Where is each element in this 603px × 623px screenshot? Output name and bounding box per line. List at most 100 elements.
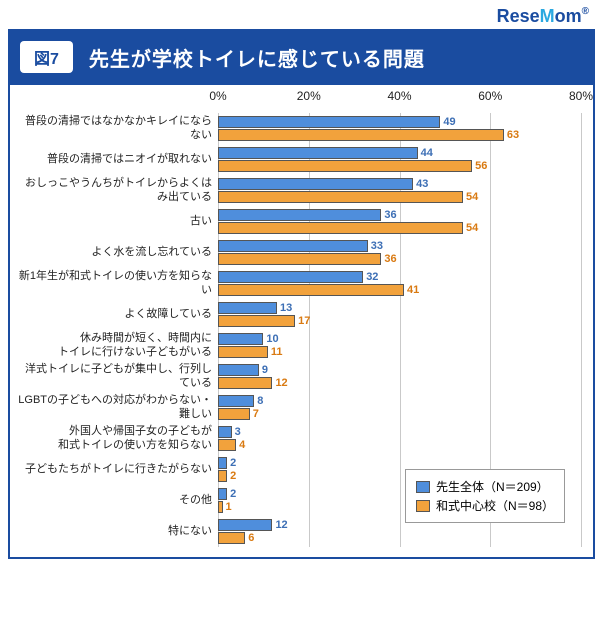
chart-row: 休み時間が短く、時間内にトイレに行けない子どもがいる1011: [18, 330, 581, 361]
row-label: 古い: [18, 215, 218, 229]
row-bars: 13 17: [218, 300, 581, 329]
bar-value: 63: [507, 129, 519, 141]
bar-value: 56: [475, 160, 487, 172]
bar-value: 2: [230, 457, 236, 469]
bar-value: 13: [280, 302, 292, 314]
bar-a: 8: [218, 395, 254, 407]
bar-a: 9: [218, 364, 259, 376]
x-tick: 40%: [387, 89, 411, 103]
bar-value: 8: [257, 395, 263, 407]
row-bars: 1011: [218, 331, 581, 360]
brand-logo: ReseMom®: [0, 0, 603, 29]
row-label: 外国人や帰国子女の子どもが和式トイレの使い方を知らない: [18, 425, 218, 453]
chart-row: よく水を流し忘れている3336: [18, 237, 581, 268]
bar-value: 12: [275, 519, 287, 531]
row-label: 洋式トイレに子どもが集中し、行列している: [18, 363, 218, 391]
figure-badge: 図7: [20, 41, 73, 73]
chart-row: 普段の清掃ではニオイが取れない4456: [18, 144, 581, 175]
row-label: LGBTの子どもへの対応がわからない・難しい: [18, 394, 218, 422]
bar-value: 49: [443, 116, 455, 128]
chart-row: 普段の清掃ではなかなかキレイにならない4963: [18, 113, 581, 144]
bar-value: 1: [226, 501, 232, 513]
bar-value: 54: [466, 222, 478, 234]
legend-item-b: 和式中心校（N＝98）: [416, 497, 554, 514]
bar-b: 41: [218, 284, 404, 296]
bar-b: 54: [218, 222, 463, 234]
bar-b: 54: [218, 191, 463, 203]
chart-title: 先生が学校トイレに感じている問題: [89, 43, 425, 72]
bar-a: 13: [218, 302, 277, 314]
bar-a: 44: [218, 147, 418, 159]
row-bars: 912: [218, 362, 581, 391]
bar-value: 44: [421, 147, 433, 159]
legend-label-a: 先生全体（N＝209）: [436, 478, 549, 495]
bar-value: 2: [230, 470, 236, 482]
bar-a: 3: [218, 426, 232, 438]
bar-value: 9: [262, 364, 268, 376]
legend-label-b: 和式中心校（N＝98）: [436, 497, 554, 514]
chart-row: 新1年生が和式トイレの使い方を知らない3241: [18, 268, 581, 299]
bar-a: 2: [218, 457, 227, 469]
chart-row: LGBTの子どもへの対応がわからない・難しい87: [18, 392, 581, 423]
bar-a: 43: [218, 178, 413, 190]
bar-value: 54: [466, 191, 478, 203]
row-label: おしっこやうんちがトイレからよくはみ出ている: [18, 177, 218, 205]
x-tick: 0%: [209, 89, 226, 103]
bar-value: 33: [371, 240, 383, 252]
chart-row: おしっこやうんちがトイレからよくはみ出ている4354: [18, 175, 581, 206]
row-bars: 3336: [218, 238, 581, 267]
row-bars: 87: [218, 393, 581, 422]
row-bars: 4354: [218, 176, 581, 205]
bar-a: 49: [218, 116, 440, 128]
row-label: 子どもたちがトイレに行きたがらない: [18, 463, 218, 477]
row-label: 普段の清掃ではなかなかキレイにならない: [18, 115, 218, 143]
x-axis: 0%20%40%60%80%: [18, 89, 581, 113]
chart-row: 洋式トイレに子どもが集中し、行列している912: [18, 361, 581, 392]
bar-value: 3: [235, 426, 241, 438]
x-tick: 60%: [478, 89, 502, 103]
bar-value: 11: [271, 346, 283, 358]
bar-value: 41: [407, 284, 419, 296]
bar-value: 4: [239, 439, 245, 451]
legend-swatch-a: [416, 481, 430, 493]
bar-value: 32: [366, 271, 378, 283]
row-bars: 4963: [218, 114, 581, 143]
legend: 先生全体（N＝209） 和式中心校（N＝98）: [405, 469, 565, 523]
bar-b: 12: [218, 377, 272, 389]
legend-swatch-b: [416, 500, 430, 512]
bar-value: 17: [298, 315, 310, 327]
bar-value: 36: [384, 209, 396, 221]
bar-value: 36: [384, 253, 396, 265]
bar-a: 32: [218, 271, 363, 283]
chart-title-band: 図7 先生が学校トイレに感じている問題: [10, 31, 593, 85]
bar-value: 10: [266, 333, 278, 345]
bar-a: 36: [218, 209, 381, 221]
bar-b: 1: [218, 501, 223, 513]
chart-row: 外国人や帰国子女の子どもが和式トイレの使い方を知らない34: [18, 423, 581, 454]
bar-value: 43: [416, 178, 428, 190]
bar-b: 7: [218, 408, 250, 420]
chart-body: 0%20%40%60%80% 普段の清掃ではなかなかキレイにならない4963普段…: [10, 85, 593, 557]
row-bars: 34: [218, 424, 581, 453]
bar-b: 63: [218, 129, 504, 141]
bar-b: 56: [218, 160, 472, 172]
bar-b: 36: [218, 253, 381, 265]
row-bars: 3241: [218, 269, 581, 298]
bar-value: 7: [253, 408, 259, 420]
bar-b: 6: [218, 532, 245, 544]
chart-row: 古い3654: [18, 206, 581, 237]
x-tick: 80%: [569, 89, 593, 103]
bar-b: 11: [218, 346, 268, 358]
bar-a: 12: [218, 519, 272, 531]
chart-frame: 図7 先生が学校トイレに感じている問題 0% 20% 40% 60% 80% 普段の清掃…: [8, 29, 595, 559]
row-label: 特にない: [18, 525, 218, 539]
bar-value: 2: [230, 488, 236, 500]
row-label: よく故障している: [18, 308, 218, 322]
x-tick: 20%: [297, 89, 321, 103]
chart-row: よく故障している1317: [18, 299, 581, 330]
row-label: 新1年生が和式トイレの使い方を知らない: [18, 270, 218, 298]
bar-b: 2: [218, 470, 227, 482]
row-bars: 4456: [218, 145, 581, 174]
row-label: よく水を流し忘れている: [18, 246, 218, 260]
bar-a: 2: [218, 488, 227, 500]
